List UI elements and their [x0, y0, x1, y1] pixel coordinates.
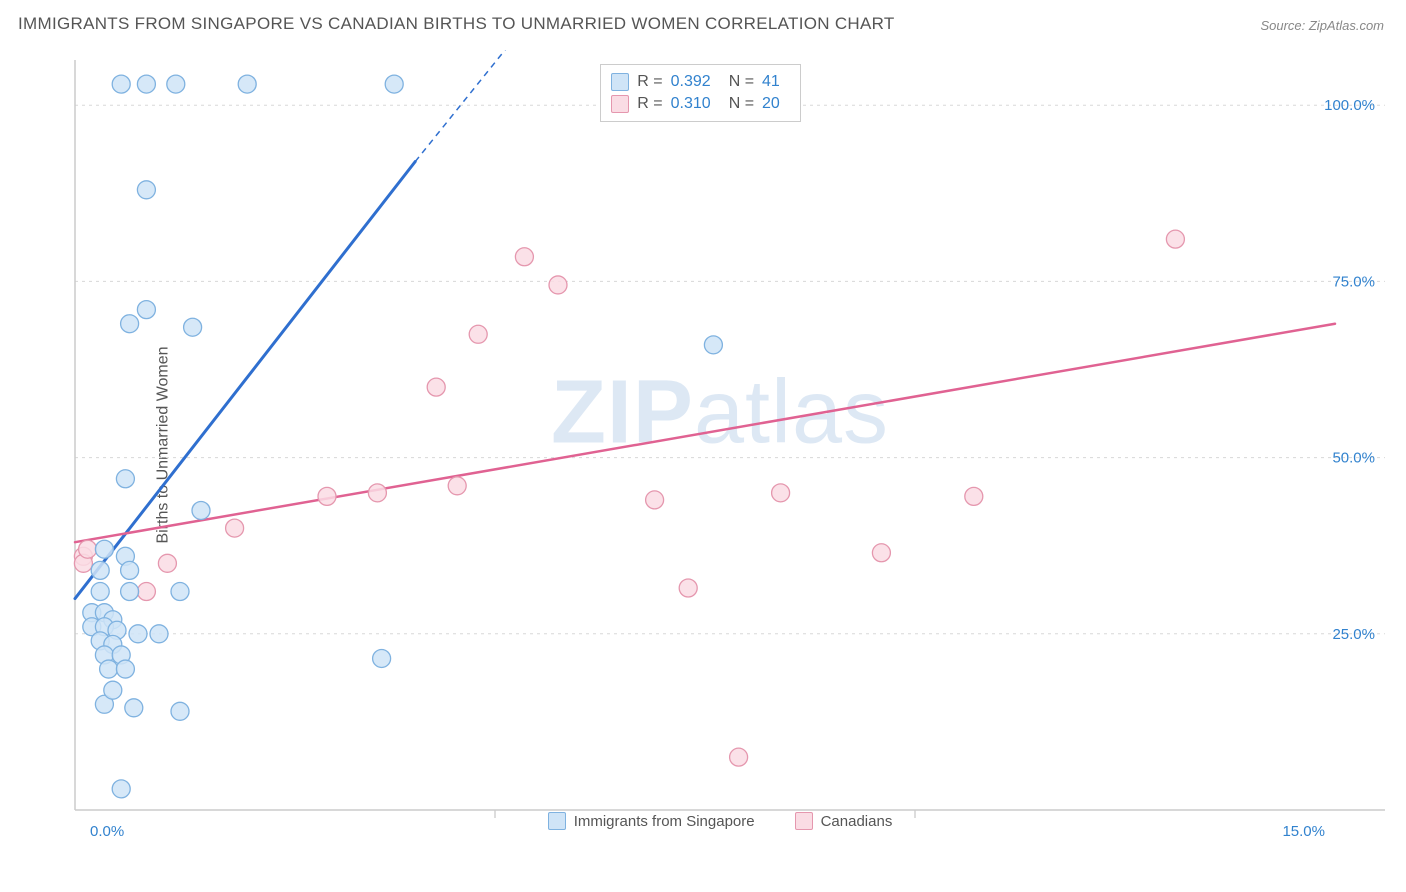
stat-r-label: R =	[637, 73, 662, 91]
stats-row: R = 0.310 N = 20	[611, 93, 790, 115]
source-attribution: Source: ZipAtlas.com	[1260, 18, 1384, 33]
correlation-stats-box: R = 0.392 N = 41 R = 0.310 N = 20	[600, 64, 801, 122]
chart-title: IMMIGRANTS FROM SINGAPORE VS CANADIAN BI…	[18, 14, 895, 34]
legend-item: Immigrants from Singapore	[548, 812, 755, 830]
legend-label: Canadians	[821, 813, 893, 830]
legend-swatch	[548, 812, 566, 830]
stat-n-label: N =	[729, 73, 754, 91]
scatter-plot-svg: 25.0%50.0%75.0%100.0%0.0%15.0%	[55, 50, 1385, 840]
svg-text:100.0%: 100.0%	[1324, 97, 1375, 114]
legend-swatch	[611, 73, 629, 91]
stat-r-value: 0.310	[671, 95, 711, 113]
svg-text:50.0%: 50.0%	[1332, 450, 1375, 467]
legend-label: Immigrants from Singapore	[574, 813, 755, 830]
correlation-chart: Births to Unmarried Women ZIPatlas 25.0%…	[55, 50, 1385, 840]
bottom-legend: Immigrants from Singapore Canadians	[55, 812, 1385, 830]
legend-item: Canadians	[795, 812, 893, 830]
svg-text:75.0%: 75.0%	[1332, 273, 1375, 290]
legend-swatch	[795, 812, 813, 830]
stat-n-label: N =	[729, 95, 754, 113]
stat-r-value: 0.392	[671, 73, 711, 91]
stat-n-value: 20	[762, 95, 780, 113]
stat-n-value: 41	[762, 73, 780, 91]
svg-text:25.0%: 25.0%	[1332, 626, 1375, 643]
stat-r-label: R =	[637, 95, 662, 113]
stats-row: R = 0.392 N = 41	[611, 71, 790, 93]
legend-swatch	[611, 95, 629, 113]
